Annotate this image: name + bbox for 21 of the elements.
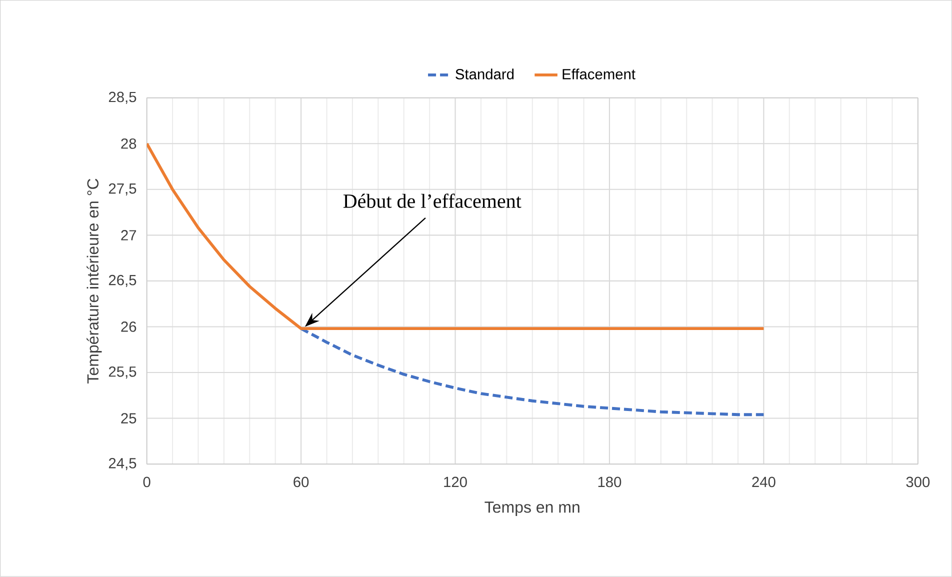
y-tick-label: 26,5 (108, 274, 136, 288)
x-tick-label: 300 (906, 476, 930, 488)
x-axis-title: Temps en mn (484, 502, 580, 516)
y-tick-label: 25,5 (108, 366, 136, 379)
legend-label: Standard (456, 68, 514, 80)
x-tick-label: 120 (444, 476, 467, 488)
y-tick-label: 26 (121, 322, 136, 332)
y-axis-title: Température intérieure en °C (86, 178, 102, 384)
y-tick-label: 24,5 (108, 458, 136, 470)
x-tick-label: 0 (143, 476, 150, 488)
y-tick-label: 27 (121, 230, 136, 240)
line-series (146, 142, 766, 330)
x-tick-label: 60 (294, 476, 309, 488)
legend-label: Effacement (562, 68, 636, 80)
y-tick-label: 28,5 (108, 92, 136, 104)
x-tick-label: 180 (598, 476, 622, 488)
y-tick-label: 27,5 (108, 183, 136, 196)
y-tick-label: 28 (121, 138, 136, 149)
x-tick-label: 240 (752, 476, 776, 488)
annotation: Début de l’effacement (343, 194, 522, 208)
y-tick-label: 25 (121, 413, 136, 424)
